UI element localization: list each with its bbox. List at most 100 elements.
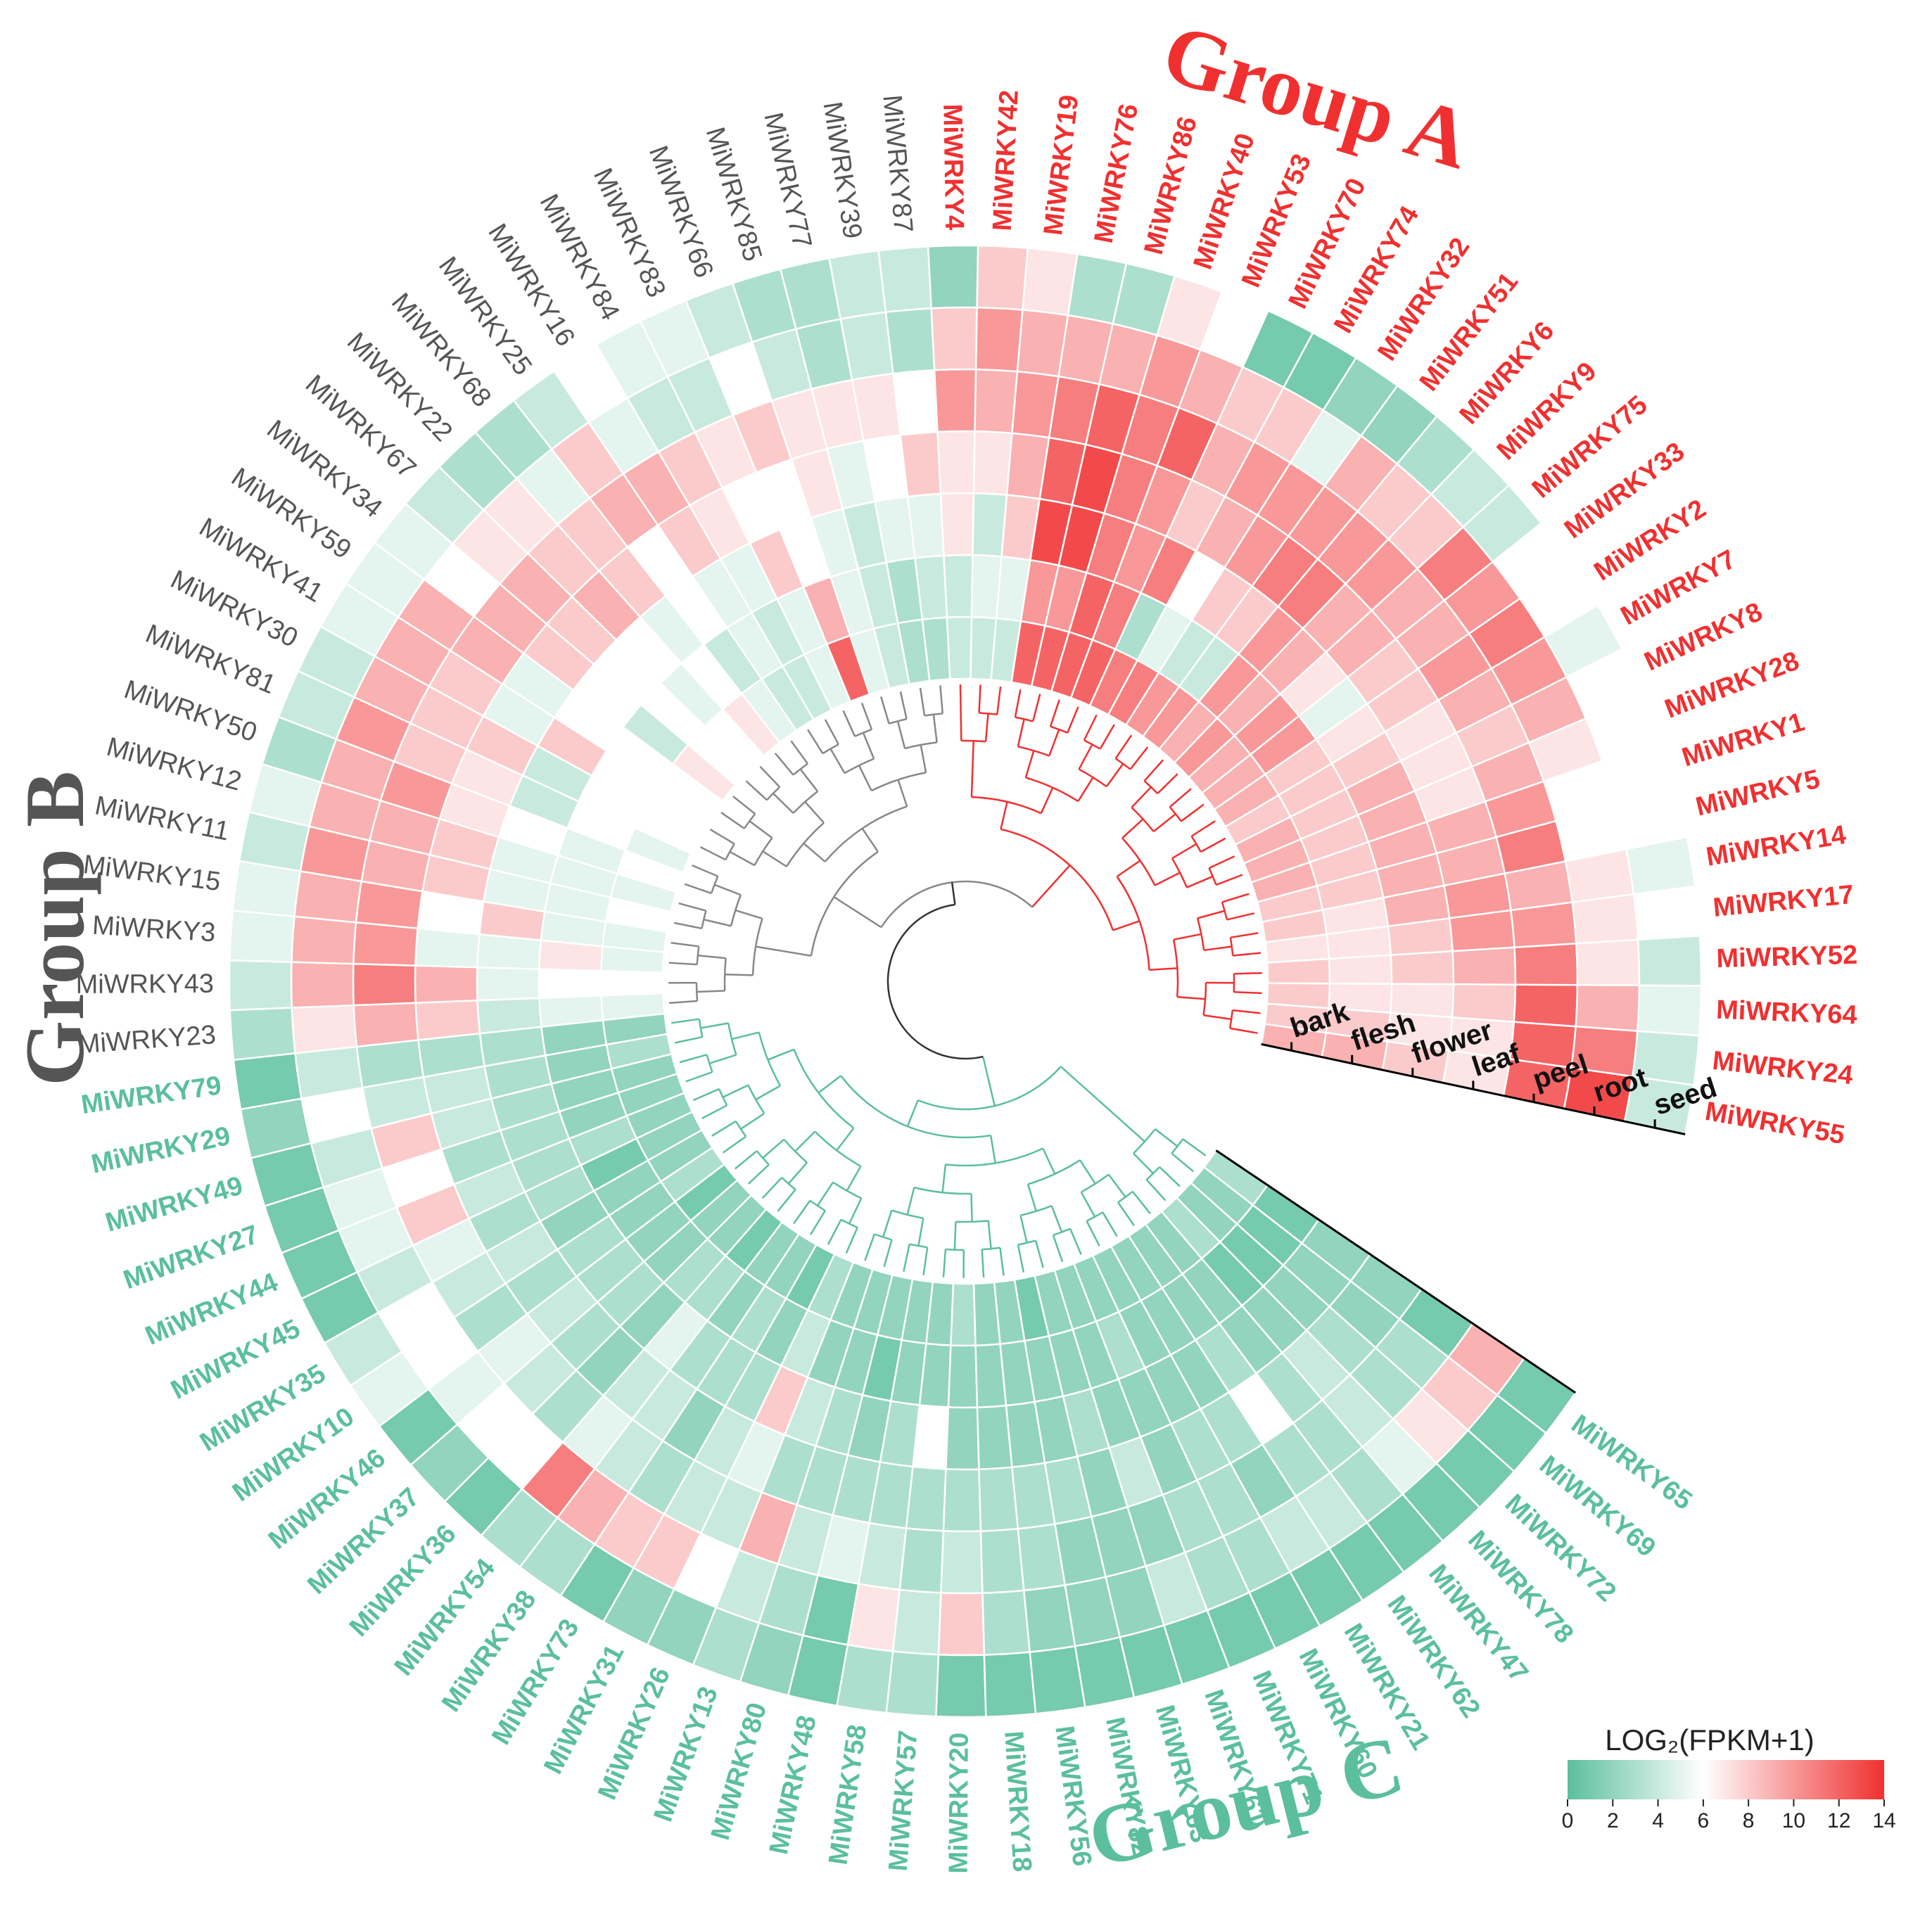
gene-label: MiWRKY52: [1716, 940, 1858, 974]
gene-label: MiWRKY87: [877, 94, 917, 234]
heatmap-cell: [290, 961, 355, 1009]
heatmap-cell: [538, 968, 602, 1000]
tree-branch: [731, 1031, 760, 1040]
tree-branch: [1040, 787, 1054, 814]
gene-label: MiWRKY42: [988, 89, 1024, 231]
gene-label: MiWRKY20: [944, 1733, 974, 1874]
tree-branch: [1233, 952, 1261, 957]
tree-arc: [1050, 725, 1068, 734]
tree-arc: [1229, 937, 1234, 956]
tree-branch: [987, 1220, 992, 1249]
tree-branch: [833, 895, 882, 929]
heatmap-cell: [933, 368, 977, 433]
tree-branch: [920, 744, 927, 773]
tree-branch: [1173, 933, 1202, 940]
tree-branch: [818, 1075, 841, 1094]
heatmap-cell: [947, 1344, 979, 1409]
tree-branch: [953, 1221, 957, 1250]
tree-branch: [1024, 750, 1035, 778]
tree-branch: [1114, 734, 1133, 760]
tree-arc: [844, 758, 875, 774]
tree-branch: [678, 902, 706, 912]
legend-tick-label: 6: [1698, 1809, 1710, 1832]
tree-branch: [897, 779, 908, 807]
gene-label: MiWRKY77: [758, 110, 817, 251]
tree-branch: [1159, 1166, 1181, 1187]
legend-title: LOG₂(FPKM+1): [1605, 1723, 1815, 1756]
tree-branch: [701, 1104, 727, 1120]
tree-arc: [751, 918, 763, 976]
tree-branch: [1169, 788, 1192, 808]
tree-arc: [792, 791, 818, 814]
tree-branch: [1086, 1220, 1100, 1247]
heatmap-cell: [599, 969, 664, 997]
tree-branch: [794, 1130, 816, 1152]
tree-arc: [758, 1032, 782, 1087]
heatmap-cell: [942, 1468, 982, 1533]
tree-branch: [1031, 694, 1041, 722]
tree-branch: [755, 945, 812, 957]
heatmap-cell: [1513, 983, 1579, 1028]
tree-branch: [762, 850, 787, 867]
heatmap-cell: [972, 492, 1008, 558]
tree-branch: [836, 1127, 855, 1152]
gene-label: MiWRKY17: [1712, 880, 1855, 923]
tree-arc: [783, 1139, 808, 1163]
tree-branch: [978, 684, 981, 713]
legend-tick-label: 10: [1782, 1809, 1805, 1832]
tree-branch: [864, 1234, 876, 1261]
tree-branch: [711, 1120, 737, 1137]
tree-branch: [1099, 724, 1115, 750]
gene-label: MiWRKY58: [823, 1723, 872, 1866]
tree-branch: [703, 918, 732, 927]
legend-colorbar: [1568, 1760, 1884, 1799]
heatmap-cell: [935, 1653, 987, 1718]
tree-branch: [824, 719, 839, 745]
tree-arc: [747, 1085, 765, 1114]
tree-branch: [1042, 1148, 1056, 1175]
tree-branch: [1017, 718, 1025, 747]
tree-branch: [1230, 932, 1259, 939]
tree-arc: [924, 713, 943, 717]
tree-branch: [720, 812, 745, 829]
tree-branch: [729, 850, 755, 867]
heatmap-cell: [1513, 942, 1579, 986]
heatmap-cell: [1637, 984, 1703, 1037]
tree-branch: [1117, 1201, 1135, 1226]
tree-branch: [984, 713, 989, 742]
tree-arc: [1131, 806, 1155, 832]
tree-branch: [941, 1164, 947, 1193]
tree-arc: [1202, 983, 1207, 1016]
heatmap-cell: [905, 1465, 947, 1532]
tree-branch: [787, 1161, 808, 1185]
heatmap-cell: [972, 430, 1013, 496]
tree-branch: [1229, 1027, 1258, 1034]
heatmap-cell: [979, 1528, 1025, 1594]
tree-arc: [886, 903, 984, 1060]
tree-branch: [903, 1244, 910, 1273]
tree-branch: [1232, 1009, 1261, 1014]
tree-branch: [830, 748, 846, 774]
tree-branch: [777, 1189, 796, 1212]
heatmap-cell: [950, 1282, 977, 1347]
tree-branch: [1060, 1066, 1145, 1142]
tree-branch: [722, 1084, 749, 1098]
heatmap-cell: [1637, 935, 1703, 987]
tree-branch: [858, 765, 872, 791]
tree-branch: [1233, 991, 1262, 995]
gene-label: MiWRKY12: [103, 732, 245, 797]
tree-arc: [1053, 1227, 1071, 1237]
heatmap-cell: [1328, 954, 1393, 985]
tree-branch: [989, 1135, 996, 1163]
tree-branch: [673, 921, 702, 930]
gene-label: MiWRKY11: [92, 791, 231, 846]
tree-arc: [1114, 758, 1131, 770]
gene-label: MiWRKY39: [817, 100, 867, 241]
tree-branch: [692, 1088, 720, 1102]
tree-branch: [749, 820, 773, 839]
tree-branch: [668, 962, 697, 966]
tree-arc: [1133, 1128, 1156, 1154]
tree-branch: [762, 1138, 785, 1159]
tree-branch: [939, 685, 944, 714]
tree-arc: [809, 1199, 826, 1212]
